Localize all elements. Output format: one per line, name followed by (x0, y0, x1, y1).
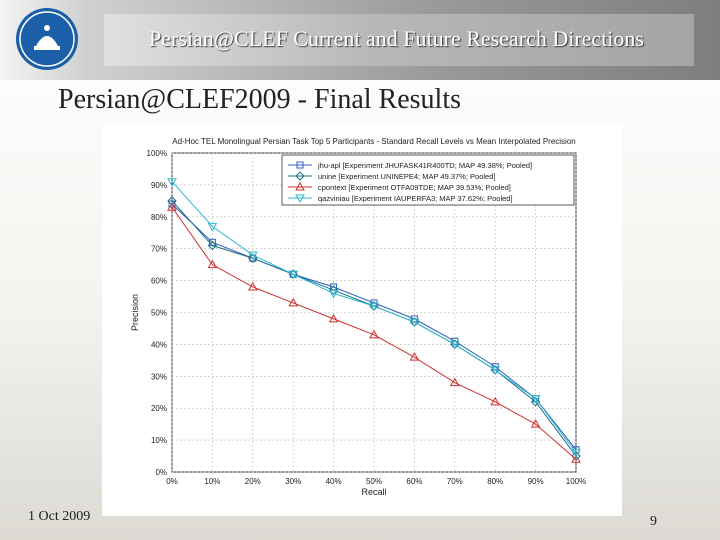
y-tick-label: 30% (151, 372, 167, 381)
data-point (328, 313, 339, 323)
legend: jhu-apl [Experiment JHUFASK41R400TD; MAP… (281, 154, 575, 206)
data-point (530, 419, 541, 428)
data-point (449, 377, 460, 387)
data-point (490, 396, 501, 406)
data-point (369, 329, 379, 339)
x-tick-label: 20% (245, 477, 261, 486)
data-point (571, 449, 581, 458)
data-point (369, 302, 379, 312)
legend-marker (295, 194, 305, 204)
data-point (167, 178, 177, 187)
data-point (409, 318, 420, 328)
legend-entry: unine [Experiment UNINEPE4; MAP 49.37%; … (318, 172, 495, 181)
data-point (571, 454, 581, 463)
page-number: 9 (650, 514, 657, 529)
university-of-tehran-logo-icon (16, 8, 78, 70)
legend-entry: jhu-apl [Experiment JHUFASK41R400TD; MAP… (317, 161, 532, 170)
series-3 (167, 202, 581, 463)
y-tick-label: 0% (155, 468, 167, 477)
legend-marker (296, 161, 304, 169)
y-tick-label: 50% (151, 309, 167, 318)
legend-marker (295, 181, 305, 191)
y-tick-label: 80% (151, 213, 167, 222)
precision-recall-chart: 0% 10% 20% 30% 40% 50% 60% 70% 80% 90% 100% 0% 10% 20… (130, 137, 586, 497)
x-tick-label: 80% (487, 477, 503, 486)
series-4 (167, 178, 581, 458)
data-point (207, 259, 218, 269)
data-point (288, 297, 299, 307)
data-point (248, 253, 258, 263)
header-title: Persian@CLEF Current and Future Research… (149, 26, 644, 51)
footer-date: 1 Oct 2009 (28, 509, 91, 524)
chart-title: Ad-Hoc TEL Monolingual Persian Task Top … (172, 137, 575, 146)
data-point (530, 397, 541, 407)
data-point (530, 395, 541, 404)
x-tick-label: 60% (406, 477, 422, 486)
data-point (328, 289, 339, 299)
header-bar (100, 14, 694, 66)
series-line (171, 181, 577, 454)
x-tick-label: 100% (566, 477, 586, 486)
y-axis-label: Precision (130, 294, 140, 331)
x-tick-label: 50% (366, 477, 382, 486)
y-tick-label: 100% (147, 149, 167, 158)
slide-title: Persian@CLEF2009 - Final Results (58, 84, 462, 115)
data-point (207, 222, 218, 232)
data-point (167, 202, 177, 211)
data-point (247, 281, 258, 291)
data-point (571, 451, 581, 461)
x-axis-label: Recall (361, 487, 386, 497)
x-tick-label: 10% (204, 477, 220, 486)
chart-panel: 0% 10% 20% 30% 40% 50% 60% 70% 80% 90% 100% 0% 10% 20… (102, 124, 622, 516)
x-tick-label: 40% (326, 477, 342, 486)
data-point (247, 251, 258, 261)
data-point (328, 285, 339, 295)
y-tick-label: 90% (151, 181, 167, 190)
data-point (167, 196, 177, 206)
legend-entry: qazviniau [Experiment IAUPERFA3; MAP 37.… (318, 194, 513, 203)
y-tick-label: 10% (151, 436, 167, 445)
y-tick-label: 70% (151, 245, 167, 254)
legend-marker (295, 171, 305, 181)
y-tick-label: 60% (151, 277, 167, 286)
x-tick-label: 90% (528, 477, 544, 486)
data-point (409, 352, 420, 361)
x-tick-label: 70% (447, 477, 463, 486)
data-point (490, 366, 501, 375)
data-point (207, 240, 218, 251)
x-tick-label: 30% (285, 477, 301, 486)
series-line (171, 206, 577, 460)
x-tick-label: 0% (166, 477, 178, 486)
legend-box (281, 154, 575, 206)
legend-entry: cpontext [Experiment OTFA09TDE; MAP 39.5… (318, 183, 511, 192)
y-tick-label: 20% (151, 404, 167, 413)
y-tick-label: 40% (151, 340, 167, 349)
data-point (288, 270, 299, 280)
data-point (449, 340, 460, 350)
